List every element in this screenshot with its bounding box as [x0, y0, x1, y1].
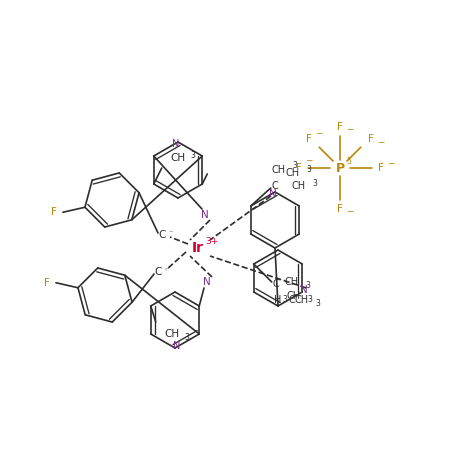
Text: CH: CH — [295, 295, 309, 305]
Text: −: − — [377, 138, 385, 147]
Text: CH: CH — [285, 277, 299, 287]
Text: CH: CH — [170, 153, 185, 163]
Text: 3: 3 — [292, 162, 297, 171]
Text: CH: CH — [287, 291, 301, 301]
Text: CH: CH — [272, 165, 286, 175]
Text: F: F — [51, 207, 57, 217]
Text: F: F — [44, 278, 50, 288]
Text: CH: CH — [292, 181, 306, 191]
Text: F: F — [306, 134, 312, 144]
Text: −: − — [315, 129, 323, 138]
Text: F: F — [337, 204, 343, 214]
Text: F: F — [378, 163, 384, 173]
Text: 3: 3 — [184, 333, 189, 342]
Text: N: N — [201, 210, 209, 220]
Text: C: C — [288, 295, 295, 305]
Text: P: P — [335, 162, 345, 175]
Text: Ir: Ir — [192, 241, 204, 255]
Text: 3: 3 — [282, 296, 287, 305]
Text: 3: 3 — [307, 294, 312, 303]
Text: CH: CH — [286, 168, 300, 178]
Text: C: C — [158, 230, 166, 240]
Text: −: − — [305, 156, 313, 165]
Text: N: N — [300, 285, 308, 295]
Text: 3: 3 — [315, 298, 320, 307]
Text: C: C — [272, 279, 279, 289]
Text: 5: 5 — [346, 158, 351, 166]
Text: CH: CH — [164, 329, 179, 339]
Text: N: N — [172, 139, 180, 149]
Text: F: F — [368, 134, 374, 144]
Text: N: N — [269, 189, 277, 199]
Text: −: − — [346, 125, 354, 134]
Text: −: − — [387, 158, 395, 167]
Text: 3: 3 — [305, 280, 310, 289]
Text: ⁻: ⁻ — [165, 266, 169, 274]
Text: F: F — [296, 163, 302, 173]
Text: 3: 3 — [312, 179, 317, 188]
Text: 3: 3 — [306, 166, 311, 175]
Text: H: H — [274, 295, 281, 305]
Text: F: F — [337, 122, 343, 132]
Text: C: C — [154, 267, 162, 277]
Text: −: − — [346, 207, 354, 216]
Text: N: N — [203, 277, 211, 287]
Text: 3+: 3+ — [205, 238, 219, 247]
Text: C: C — [271, 181, 278, 191]
Text: 3: 3 — [190, 150, 195, 159]
Text: N: N — [173, 341, 181, 351]
Text: ⁻: ⁻ — [169, 229, 173, 238]
